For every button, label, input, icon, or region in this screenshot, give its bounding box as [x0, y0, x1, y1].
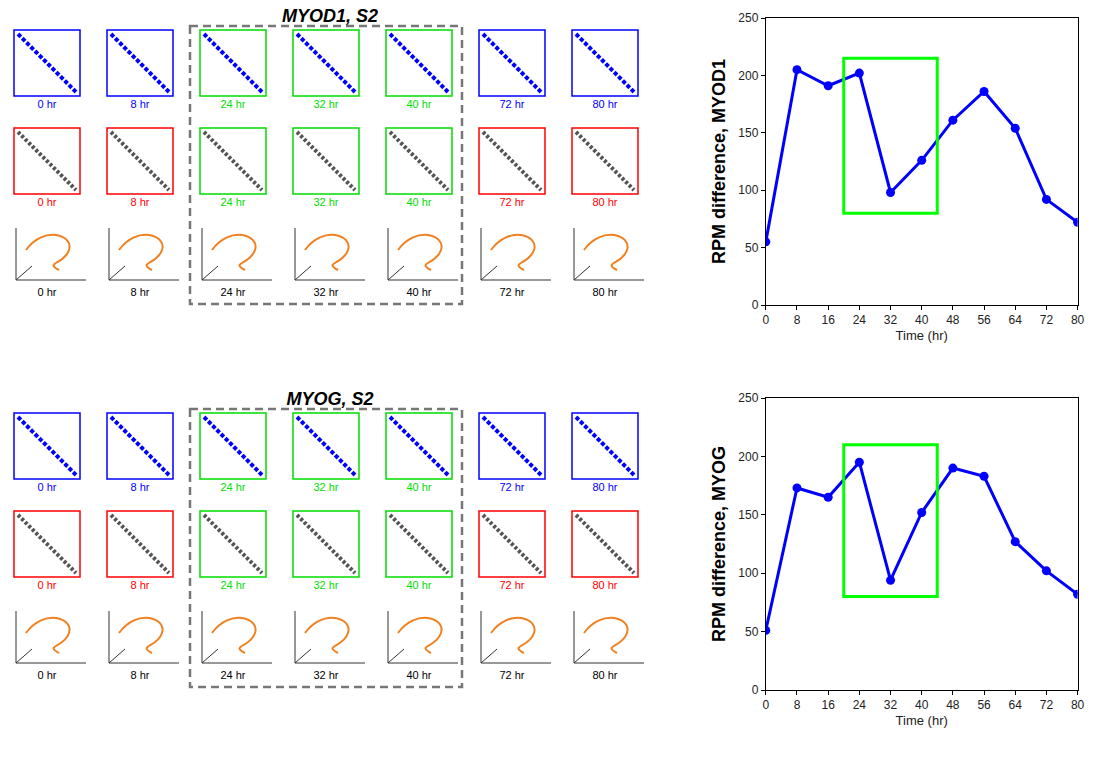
svg-text:8 hr: 8 hr	[131, 481, 150, 493]
svg-text:RPM difference, MYOD1: RPM difference, MYOD1	[709, 59, 729, 264]
svg-text:50: 50	[745, 625, 759, 639]
svg-text:80: 80	[1071, 313, 1085, 327]
svg-text:40 hr: 40 hr	[406, 579, 431, 591]
svg-text:8 hr: 8 hr	[131, 669, 150, 681]
svg-text:8: 8	[794, 698, 801, 712]
svg-text:200: 200	[738, 69, 758, 83]
svg-text:MYOD1, S2: MYOD1, S2	[282, 6, 378, 26]
svg-text:40 hr: 40 hr	[406, 196, 431, 208]
svg-text:0: 0	[762, 313, 769, 327]
svg-text:200: 200	[738, 450, 758, 464]
svg-text:40 hr: 40 hr	[406, 98, 431, 110]
svg-text:0 hr: 0 hr	[38, 481, 57, 493]
svg-text:72 hr: 72 hr	[499, 669, 524, 681]
svg-text:0 hr: 0 hr	[38, 669, 57, 681]
svg-text:0 hr: 0 hr	[38, 98, 57, 110]
svg-text:32 hr: 32 hr	[313, 481, 338, 493]
svg-text:32 hr: 32 hr	[313, 196, 338, 208]
svg-text:MYOG, S2: MYOG, S2	[286, 389, 373, 409]
svg-text:40: 40	[915, 698, 929, 712]
svg-text:250: 250	[738, 391, 758, 405]
svg-text:8 hr: 8 hr	[131, 286, 150, 298]
svg-text:150: 150	[738, 126, 758, 140]
svg-text:32 hr: 32 hr	[313, 286, 338, 298]
svg-text:40 hr: 40 hr	[406, 286, 431, 298]
svg-text:32: 32	[884, 313, 898, 327]
svg-text:40 hr: 40 hr	[406, 669, 431, 681]
svg-text:8 hr: 8 hr	[131, 579, 150, 591]
svg-text:72 hr: 72 hr	[499, 286, 524, 298]
svg-text:56: 56	[977, 313, 991, 327]
svg-text:40: 40	[915, 313, 929, 327]
svg-text:80 hr: 80 hr	[592, 98, 617, 110]
svg-text:100: 100	[738, 183, 758, 197]
svg-text:40 hr: 40 hr	[406, 481, 431, 493]
svg-text:0 hr: 0 hr	[38, 286, 57, 298]
svg-text:8 hr: 8 hr	[131, 98, 150, 110]
svg-text:24 hr: 24 hr	[220, 196, 245, 208]
svg-text:250: 250	[738, 11, 758, 25]
svg-text:24: 24	[853, 313, 867, 327]
svg-text:32: 32	[884, 698, 898, 712]
svg-text:24: 24	[853, 698, 867, 712]
svg-text:64: 64	[1009, 313, 1023, 327]
svg-text:0 hr: 0 hr	[38, 579, 57, 591]
svg-text:0: 0	[762, 698, 769, 712]
svg-text:Time (hr): Time (hr)	[896, 713, 948, 728]
svg-text:0: 0	[752, 298, 759, 312]
svg-text:100: 100	[738, 566, 758, 580]
svg-text:24 hr: 24 hr	[220, 669, 245, 681]
svg-text:24 hr: 24 hr	[220, 481, 245, 493]
svg-text:72 hr: 72 hr	[499, 196, 524, 208]
svg-text:72: 72	[1040, 313, 1054, 327]
svg-text:RPM difference, MYOG: RPM difference, MYOG	[709, 446, 729, 642]
svg-text:48: 48	[946, 698, 960, 712]
svg-text:72 hr: 72 hr	[499, 98, 524, 110]
svg-text:72 hr: 72 hr	[499, 579, 524, 591]
svg-text:8: 8	[794, 313, 801, 327]
svg-text:80 hr: 80 hr	[592, 196, 617, 208]
svg-text:80 hr: 80 hr	[592, 669, 617, 681]
svg-text:72 hr: 72 hr	[499, 481, 524, 493]
svg-text:80 hr: 80 hr	[592, 286, 617, 298]
svg-text:72: 72	[1040, 698, 1054, 712]
svg-text:8 hr: 8 hr	[131, 196, 150, 208]
svg-text:56: 56	[977, 698, 991, 712]
svg-text:24 hr: 24 hr	[220, 579, 245, 591]
svg-text:48: 48	[946, 313, 960, 327]
svg-text:0 hr: 0 hr	[38, 196, 57, 208]
svg-text:80 hr: 80 hr	[592, 481, 617, 493]
svg-text:150: 150	[738, 508, 758, 522]
svg-text:32 hr: 32 hr	[313, 98, 338, 110]
svg-text:16: 16	[821, 313, 835, 327]
svg-text:16: 16	[821, 698, 835, 712]
svg-text:64: 64	[1009, 698, 1023, 712]
svg-text:80: 80	[1071, 698, 1085, 712]
svg-text:Time (hr): Time (hr)	[896, 328, 948, 343]
svg-text:0: 0	[752, 683, 759, 697]
svg-text:80 hr: 80 hr	[592, 579, 617, 591]
svg-text:32 hr: 32 hr	[313, 579, 338, 591]
svg-text:24 hr: 24 hr	[220, 286, 245, 298]
svg-text:50: 50	[745, 241, 759, 255]
svg-text:24 hr: 24 hr	[220, 98, 245, 110]
svg-text:32 hr: 32 hr	[313, 669, 338, 681]
